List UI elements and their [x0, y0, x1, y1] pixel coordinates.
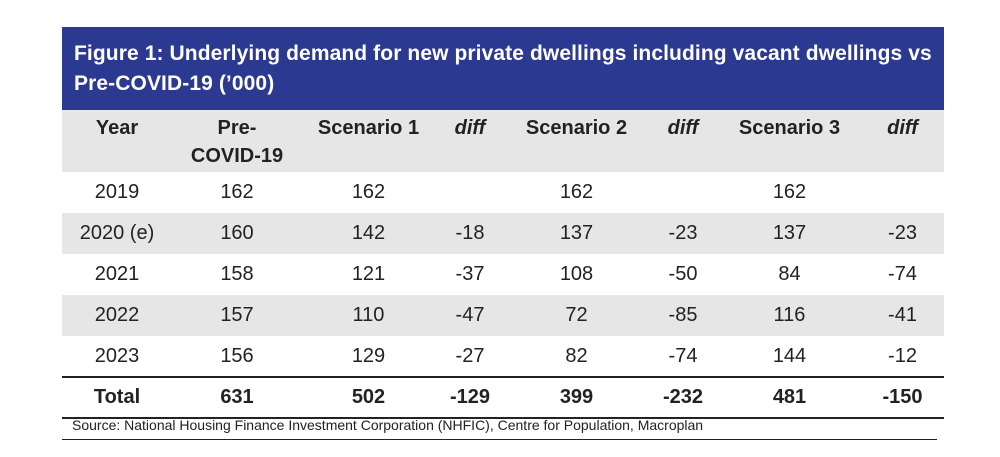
cell-diff-1: -27: [455, 344, 485, 367]
bottom-rule: [62, 439, 937, 440]
cell-scenario-3: 116: [718, 295, 861, 336]
col-header-pre-covid-text: Pre- COVID-19: [190, 117, 284, 167]
cell-diff-1: [435, 172, 505, 213]
cell-pre-covid: 158: [220, 263, 254, 285]
cell-diff-2: -85: [648, 295, 718, 336]
cell-diff-3: -23: [861, 213, 944, 254]
cell-diff-2: -23: [648, 213, 718, 254]
cell-scenario-1: 142: [302, 213, 435, 254]
cell-diff-3: -41: [861, 295, 944, 336]
col-header-scenario-2: Scenario 2: [505, 110, 648, 172]
header-row: Year Pre- COVID-19 Scenario 1 diff Scena…: [62, 110, 944, 172]
cell-diff-2: [648, 172, 718, 213]
col-header-diff-1: diff: [435, 110, 505, 172]
cell-scenario-1: 121: [351, 263, 386, 285]
col-header-scenario-3: Scenario 3: [718, 110, 861, 172]
cell-diff-3: -12: [888, 344, 917, 367]
col-header-scenario-1: Scenario 1: [302, 110, 435, 172]
cell-scenario-3: 84: [778, 263, 801, 285]
total-scenario-3: 481: [718, 376, 861, 419]
total-diff-3: -150: [861, 376, 944, 419]
col-header-pre-covid: Pre- COVID-19: [172, 110, 302, 172]
source-note: Source: National Housing Finance Investm…: [72, 417, 704, 433]
total-scenario-2: 399: [505, 376, 648, 419]
cell-diff-3: -74: [888, 263, 917, 285]
table-row: 2021 158 121 -37 108 -50 84 -74: [62, 254, 944, 295]
cell-scenario-1: 129: [351, 344, 386, 367]
total-row: Total 631 502 -129 399 -232 481 -150: [62, 376, 944, 419]
cell-diff-2: -50: [668, 263, 698, 285]
col-header-year: Year: [62, 110, 172, 172]
cell-scenario-2: 72: [505, 295, 648, 336]
total-diff-1: -129: [435, 376, 505, 419]
table-row: 2020 (e) 160 142 -18 137 -23 137 -23: [62, 213, 944, 254]
cell-scenario-2: 162: [559, 181, 594, 203]
cell-year: 2020 (e): [62, 213, 172, 254]
cell-scenario-3: 162: [772, 181, 807, 203]
cell-year: 2019: [94, 181, 140, 203]
cell-pre-covid: 162: [220, 181, 254, 203]
cell-diff-1: -37: [455, 263, 485, 285]
col-header-diff-2: diff: [648, 110, 718, 172]
total-label: Total: [62, 376, 172, 419]
figure-title: Figure 1: Underlying demand for new priv…: [74, 42, 932, 95]
col-header-diff-3: diff: [861, 110, 944, 172]
cell-scenario-2: 108: [559, 263, 594, 285]
cell-pre-covid: 156: [220, 344, 254, 367]
cell-year: 2023: [94, 344, 140, 367]
table-row: 2023 156 129 -27 82 -74 144 -12: [62, 336, 944, 377]
cell-year: 2021: [94, 263, 140, 285]
cell-scenario-2: 82: [565, 344, 588, 367]
cell-scenario-1: 162: [351, 181, 386, 203]
cell-scenario-2: 137: [505, 213, 648, 254]
demand-table: Year Pre- COVID-19 Scenario 1 diff Scena…: [62, 110, 944, 419]
total-pre-covid: 631: [172, 376, 302, 419]
cell-diff-1: -47: [435, 295, 505, 336]
cell-diff-3: [861, 172, 944, 213]
cell-scenario-3: 144: [772, 344, 807, 367]
cell-pre-covid: 157: [172, 295, 302, 336]
table-row: 2022 157 110 -47 72 -85 116 -41: [62, 295, 944, 336]
total-scenario-1: 502: [302, 376, 435, 419]
cell-diff-2: -74: [668, 344, 698, 367]
cell-scenario-1: 110: [302, 295, 435, 336]
cell-year: 2022: [62, 295, 172, 336]
figure-title-bar: Figure 1: Underlying demand for new priv…: [62, 27, 944, 110]
cell-diff-1: -18: [435, 213, 505, 254]
cell-pre-covid: 160: [172, 213, 302, 254]
table-row: 2019 162 162 162 162: [62, 172, 944, 213]
cell-scenario-3: 137: [718, 213, 861, 254]
total-diff-2: -232: [648, 376, 718, 419]
